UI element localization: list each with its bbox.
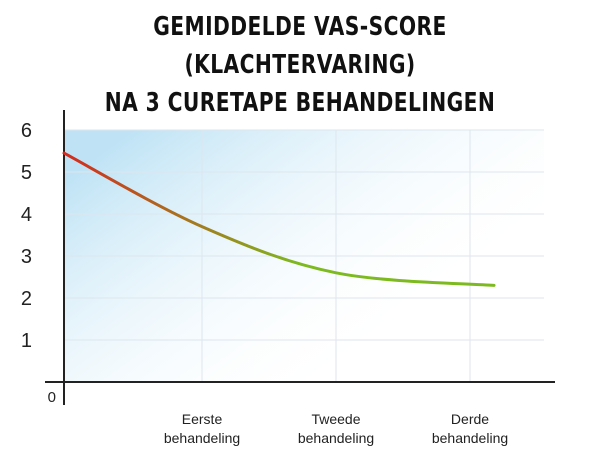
- series-line: [62, 151, 496, 287]
- x-tick-label: Derde: [451, 411, 489, 427]
- y-tick-label: 0: [48, 389, 56, 406]
- chart-title-line-2: NA 3 CURETAPE BEHANDELINGEN: [104, 88, 496, 118]
- y-tick-label: 1: [21, 330, 32, 352]
- y-tick-label: 3: [21, 246, 32, 268]
- x-tick-label: behandeling: [298, 430, 374, 446]
- y-tick-label: 5: [21, 162, 32, 184]
- chart-title: GEMIDDELDE VAS-SCORE (KLACHTERVARING) NA…: [66, 8, 534, 122]
- y-tick-label: 4: [21, 204, 32, 226]
- x-tick-label: Tweede: [311, 411, 360, 427]
- chart-title-line-1: GEMIDDELDE VAS-SCORE (KLACHTERVARING): [153, 12, 447, 80]
- x-tick-label: Eerste: [182, 411, 223, 427]
- grid-lines: [64, 129, 544, 382]
- y-tick-label: 2: [21, 288, 32, 310]
- y-tick-labels: 0 1 2 3 4 5 6: [21, 120, 56, 406]
- x-tick-label: behandeling: [432, 430, 508, 446]
- x-tick-labels: Eerste behandeling Tweede behandeling Derde b…: [164, 411, 508, 446]
- x-tick-label: behandeling: [164, 430, 240, 446]
- y-tick-label: 6: [21, 120, 32, 142]
- axes: [45, 110, 555, 405]
